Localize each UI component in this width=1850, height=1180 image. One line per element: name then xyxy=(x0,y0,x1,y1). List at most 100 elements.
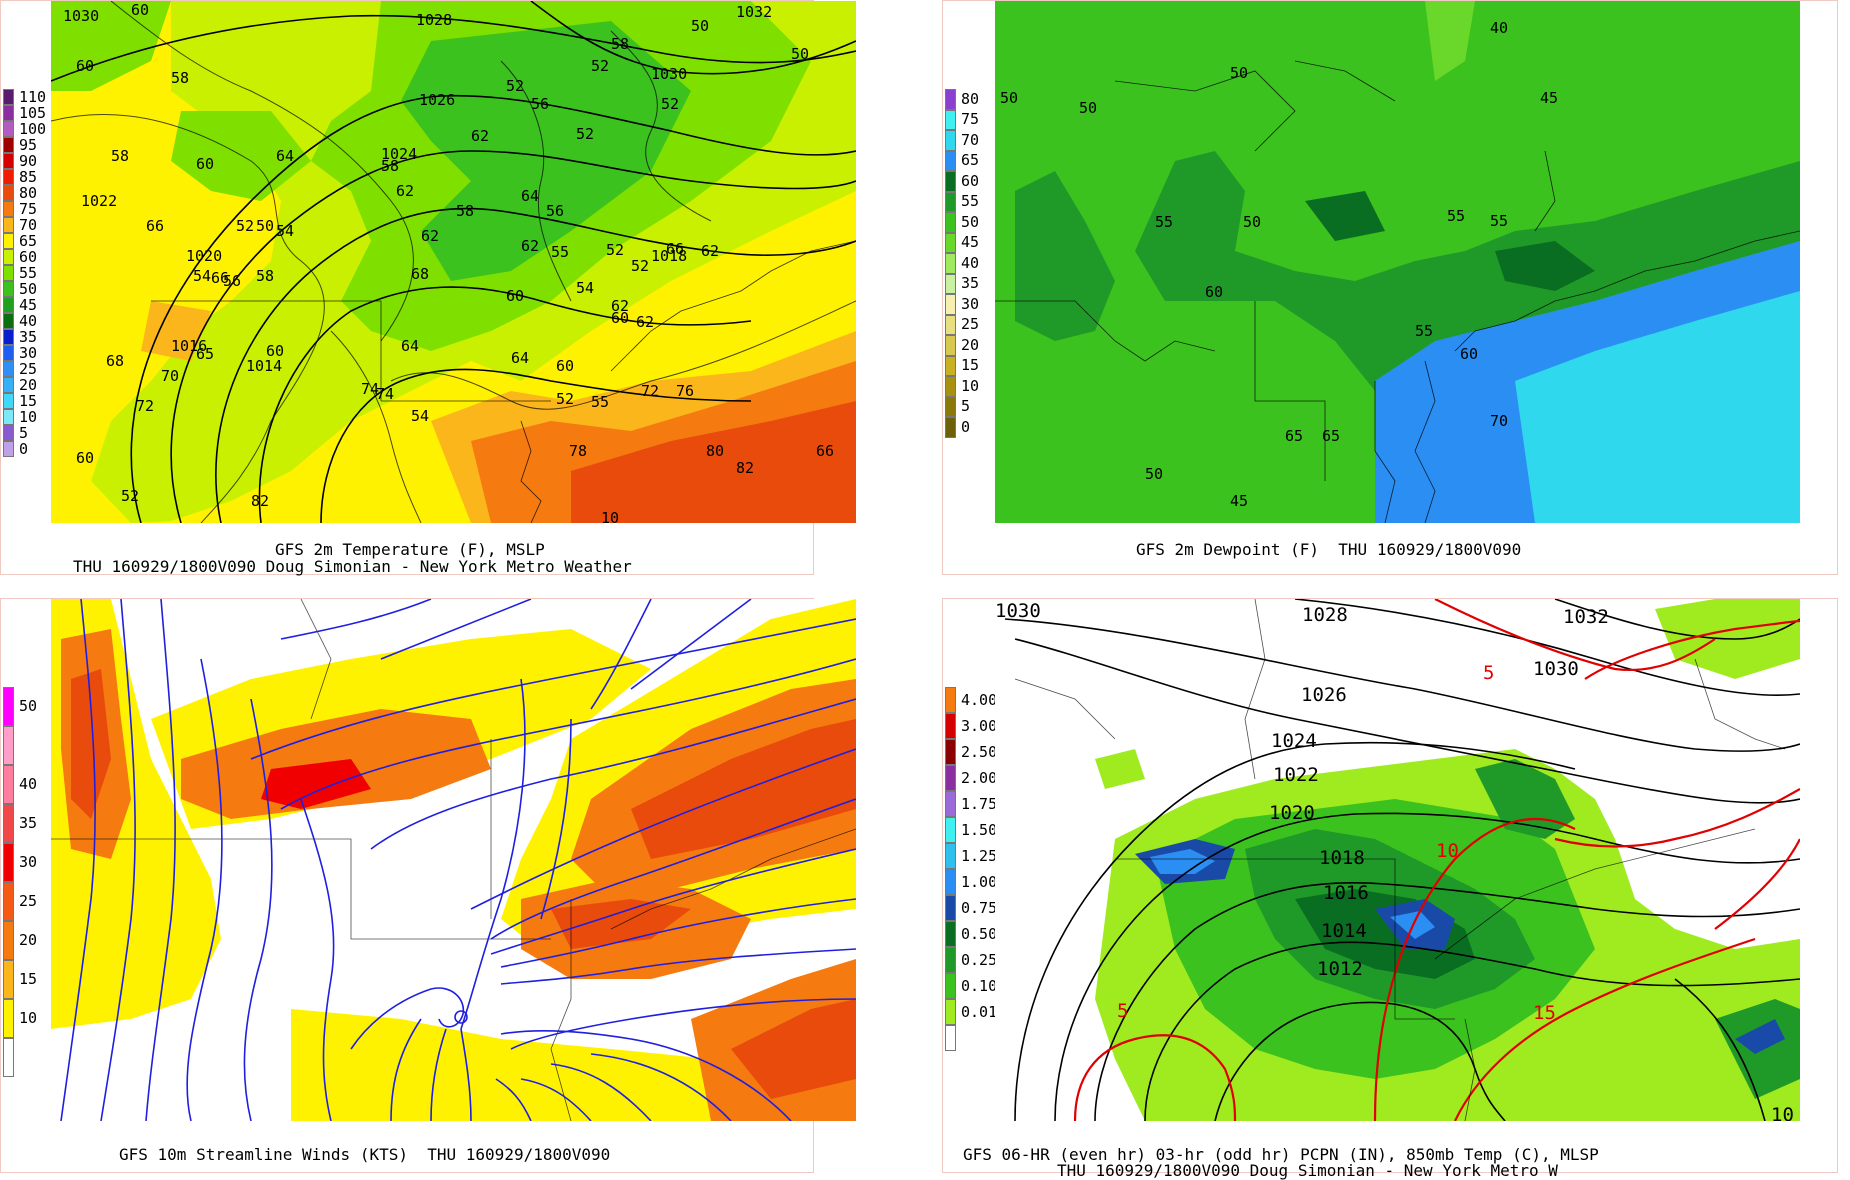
contour-label: 56 xyxy=(531,95,549,113)
temperature-map: 1030 60 1028 50 52 1032 58 1030 50 52 52 56 1026 60 58… xyxy=(51,1,856,523)
contour-label: 56 xyxy=(546,202,564,220)
legend-swatch xyxy=(3,217,14,233)
legend-row: 2.50 xyxy=(945,739,997,765)
legend-row: 0 xyxy=(3,441,28,457)
legend-swatch xyxy=(945,376,956,397)
legend-swatch xyxy=(3,425,14,441)
legend-row: 3.00 xyxy=(945,713,997,739)
legend-label: 30 xyxy=(19,853,38,871)
legend-row: 45 xyxy=(3,297,37,313)
contour-label: 60 xyxy=(76,57,94,75)
legend-row: 105 xyxy=(3,105,46,121)
contour-label: 45 xyxy=(1540,89,1558,107)
legend-label: 0.75 xyxy=(961,898,998,917)
legend-row: 25 xyxy=(945,314,980,335)
legend-label: 100 xyxy=(19,119,47,138)
legend-label: 30 xyxy=(19,343,38,362)
legend-swatch xyxy=(945,843,956,869)
contour-label: 50 xyxy=(1000,89,1018,107)
contour-label: 1030 xyxy=(651,65,687,83)
legend-swatch xyxy=(945,895,956,921)
legend-row: 5 xyxy=(3,425,28,441)
precip-panel: 4.00 3.00 2.50 2.00 1.75 1.50 1.25 1.00 0.75 0.50… xyxy=(942,598,1838,1180)
legend-swatch xyxy=(945,869,956,895)
legend-swatch xyxy=(945,314,956,335)
contour-label: 50 xyxy=(1243,213,1261,231)
legend-label: 75 xyxy=(19,199,38,218)
legend-label: 95 xyxy=(19,135,38,154)
legend-swatch xyxy=(945,150,956,171)
contour-label: 62 xyxy=(521,237,539,255)
legend-label: 60 xyxy=(19,247,38,266)
contour-label: 62 xyxy=(701,242,719,260)
legend-row: 2.00 xyxy=(945,765,997,791)
legend-swatch xyxy=(3,441,14,457)
precip-map: 1030 1028 1032 1030 1026 1024 1022 1020 1018 1016… xyxy=(995,599,1800,1121)
contour-label: 60 xyxy=(196,155,214,173)
legend-swatch xyxy=(3,153,14,169)
legend-label: 15 xyxy=(961,356,980,375)
legend-swatch xyxy=(945,212,956,233)
legend-row: 30 xyxy=(3,843,37,882)
legend-label: 0.50 xyxy=(961,924,998,943)
legend-swatch xyxy=(945,791,956,817)
contour-label: 1032 xyxy=(1563,606,1609,628)
contour-label: 72 xyxy=(136,397,154,415)
contour-label: 68 xyxy=(106,352,124,370)
contour-label: 68 xyxy=(411,265,429,283)
contour-label: 1012 xyxy=(1317,958,1363,980)
legend-row: 45 xyxy=(945,232,979,253)
dewpoint-map: 40 50 50 50 45 55 55 50 55 60 55 60 65 65 70 50 45 xyxy=(995,1,1800,523)
legend-label: 65 xyxy=(19,231,38,250)
legend-row xyxy=(3,726,19,765)
legend-swatch xyxy=(945,130,956,151)
legend-row: 0.01 xyxy=(945,999,997,1025)
legend-row: 40 xyxy=(945,253,979,274)
legend-swatch xyxy=(945,687,956,713)
legend-row: 10 xyxy=(945,376,979,397)
legend-label: 40 xyxy=(19,311,38,330)
legend-swatch xyxy=(945,191,956,212)
legend-label: 55 xyxy=(961,192,980,211)
legend-row: 35 xyxy=(3,804,37,843)
legend-swatch xyxy=(3,921,14,960)
legend-label: 35 xyxy=(961,274,980,293)
contour-label: 45 xyxy=(1230,492,1248,510)
legend-row: 55 xyxy=(3,265,37,281)
contour-label: 64 xyxy=(511,349,529,367)
contour-label: 58 xyxy=(456,202,474,220)
contour-label: 1024 xyxy=(1271,730,1317,752)
legend-label: 25 xyxy=(961,315,980,334)
legend-label: 15 xyxy=(19,970,38,988)
contour-label: 74 xyxy=(376,385,394,403)
legend-label: 4.00 xyxy=(961,690,998,709)
legend-swatch xyxy=(3,409,14,425)
legend-label: 15 xyxy=(19,391,38,410)
legend-swatch xyxy=(945,947,956,973)
legend-swatch xyxy=(945,713,956,739)
contour-label: 1032 xyxy=(736,3,772,21)
legend-label: 25 xyxy=(19,892,38,910)
legend-row: 20 xyxy=(3,377,37,393)
legend-row xyxy=(3,1038,19,1077)
contour-label: 52 xyxy=(606,241,624,259)
contour-label: 50 xyxy=(691,17,709,35)
contour-label: 50 xyxy=(256,217,274,235)
contour-label: 1024 xyxy=(381,145,417,163)
legend-label: 70 xyxy=(19,215,38,234)
contour-label: 1026 xyxy=(419,91,455,109)
legend-row: 0.50 xyxy=(945,921,997,947)
legend-swatch xyxy=(945,232,956,253)
legend-label: 0.10 xyxy=(961,976,998,995)
contour-label: 74 xyxy=(361,380,379,398)
contour-label: 60 xyxy=(76,449,94,467)
legend-label: 20 xyxy=(19,931,38,949)
contour-label: 56 xyxy=(223,272,241,290)
contour-label: 50 xyxy=(1145,465,1163,483)
contour-label: 10 xyxy=(1771,1104,1794,1121)
legend-row: 20 xyxy=(3,921,37,960)
contour-label: 55 xyxy=(1155,213,1173,231)
legend-row: 95 xyxy=(3,137,37,153)
legend-label: 45 xyxy=(19,295,38,314)
legend-row: 110 xyxy=(3,89,46,105)
